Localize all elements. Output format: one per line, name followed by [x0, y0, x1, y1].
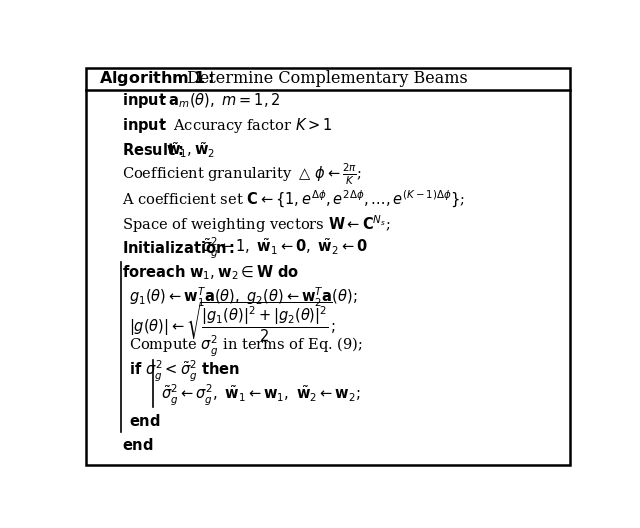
Text: Coefficient granularity $\triangle\,\phi \leftarrow \frac{2\pi}{K}$;: Coefficient granularity $\triangle\,\phi…	[122, 162, 362, 187]
Text: $\mathbf{end}$: $\mathbf{end}$	[122, 437, 154, 453]
Text: $\mathbf{input}$: $\mathbf{input}$	[122, 91, 167, 110]
Text: Space of weighting vectors $\mathbf{W} \leftarrow \mathbf{C}^{N_s}$;: Space of weighting vectors $\mathbf{W} \…	[122, 213, 390, 234]
Text: $g_1(\theta) \leftarrow \mathbf{w}_1^T\mathbf{a}(\theta),\ g_2(\theta) \leftarro: $g_1(\theta) \leftarrow \mathbf{w}_1^T\m…	[129, 286, 357, 309]
Text: $\mathbf{Result:}$: $\mathbf{Result:}$	[122, 142, 184, 158]
Text: $\tilde{\mathbf{w}}_1,\tilde{\mathbf{w}}_2$: $\tilde{\mathbf{w}}_1,\tilde{\mathbf{w}}…	[166, 140, 215, 160]
Text: $\mathbf{if}\ \sigma_g^2 < \tilde{\sigma}_g^2\ \mathbf{then}$: $\mathbf{if}\ \sigma_g^2 < \tilde{\sigma…	[129, 359, 239, 384]
Text: Compute $\sigma_g^2$ in terms of Eq. (9);: Compute $\sigma_g^2$ in terms of Eq. (9)…	[129, 334, 363, 359]
Text: A coefficient set $\mathbf{C} \leftarrow \{1, e^{\Delta\phi}, e^{2\Delta\phi}, \: A coefficient set $\mathbf{C} \leftarrow…	[122, 188, 465, 210]
FancyBboxPatch shape	[86, 68, 570, 465]
Text: $\mathbf{end}$: $\mathbf{end}$	[129, 412, 160, 429]
Text: $\mathbf{input}$: $\mathbf{input}$	[122, 116, 167, 135]
Text: Determine Complementary Beams: Determine Complementary Beams	[187, 70, 467, 87]
Text: $: \mathbf{a}_m(\theta),\ m=1,2$: $: \mathbf{a}_m(\theta),\ m=1,2$	[158, 91, 280, 110]
Text: $:$ Accuracy factor $K>1$: $:$ Accuracy factor $K>1$	[158, 116, 332, 135]
Text: $\mathbf{foreach}\ \mathbf{w}_1, \mathbf{w}_2 \in \mathbf{W}\ \mathbf{do}$: $\mathbf{foreach}\ \mathbf{w}_1, \mathbf…	[122, 263, 300, 282]
Text: $|g(\theta)| \leftarrow \sqrt{\dfrac{|g_1(\theta)|^2+|g_2(\theta)|^2}{2}};$: $|g(\theta)| \leftarrow \sqrt{\dfrac{|g_…	[129, 300, 335, 344]
Text: $\tilde{\sigma}_g^2 \leftarrow \sigma_g^2,\ \tilde{\mathbf{w}}_1 \leftarrow \mat: $\tilde{\sigma}_g^2 \leftarrow \sigma_g^…	[161, 383, 360, 409]
Text: $\tilde{\sigma}_g^2 \leftarrow 1,\ \tilde{\mathbf{w}}_1 \leftarrow \mathbf{0},\ : $\tilde{\sigma}_g^2 \leftarrow 1,\ \tild…	[200, 236, 367, 261]
Text: $\mathbf{Initialization:}$: $\mathbf{Initialization:}$	[122, 240, 235, 257]
Text: $\mathbf{Algorithm\ 1:}$: $\mathbf{Algorithm\ 1:}$	[99, 69, 214, 88]
